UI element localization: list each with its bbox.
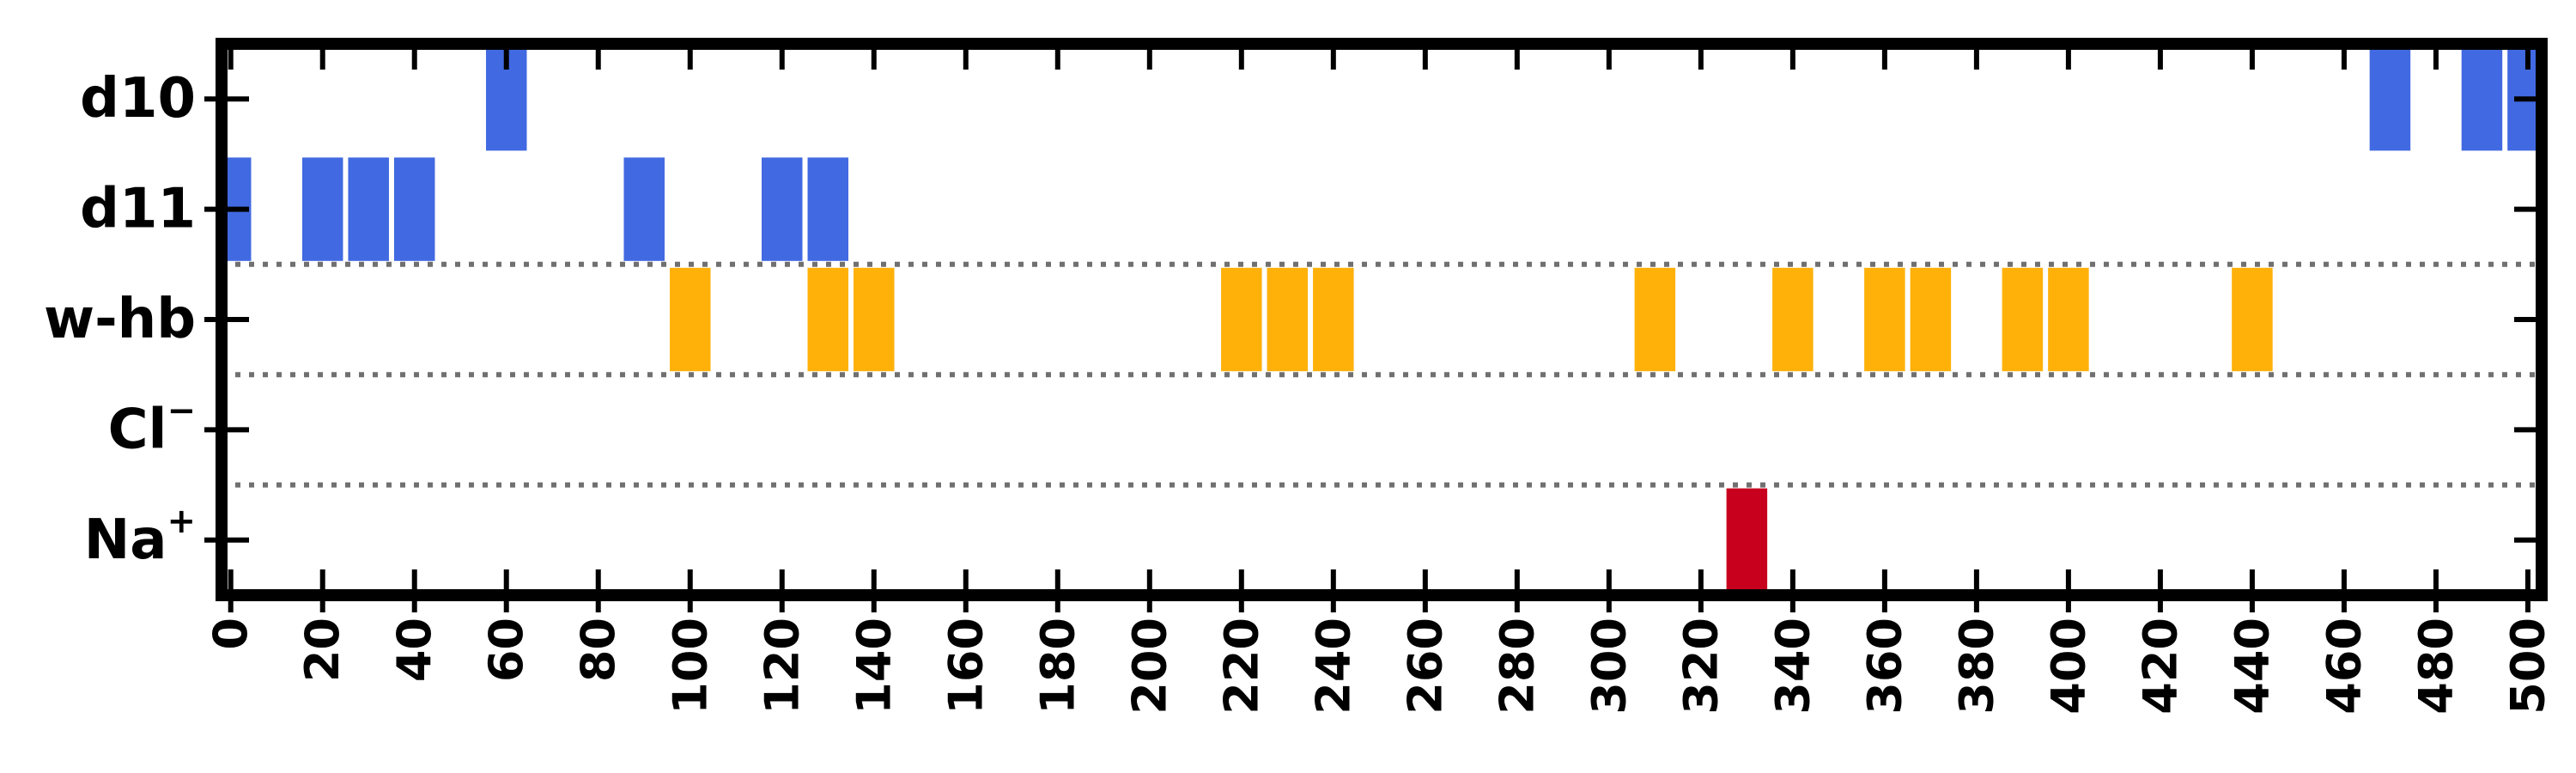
- x-tick-label: 0: [204, 618, 258, 650]
- x-tick-label: 500: [2500, 618, 2555, 715]
- plot-frame: [216, 38, 2548, 601]
- x-tick-label: 380: [1949, 618, 2003, 715]
- event-bar-d11: [807, 157, 849, 261]
- x-tick-label: 220: [1214, 618, 1268, 715]
- event-bar-w-hb: [669, 267, 711, 372]
- event-bar-w-hb: [854, 267, 895, 372]
- y-tick-label-w-hb: w-hb: [44, 288, 196, 351]
- event-bar-w-hb: [807, 267, 849, 372]
- x-tick-label: 360: [1857, 618, 1911, 715]
- x-tick-label: 200: [1122, 618, 1176, 715]
- event-bar-d11: [348, 157, 389, 261]
- event-bars: [222, 47, 2542, 592]
- x-tick-label: 480: [2409, 618, 2463, 715]
- event-bar-w-hb: [2232, 267, 2273, 372]
- x-tick-label: 280: [1490, 618, 1544, 715]
- event-bar-w-hb: [1313, 267, 1354, 372]
- event-bar-w-hb: [2002, 267, 2044, 372]
- group-separators: [222, 261, 2542, 488]
- x-tick-label: 100: [663, 618, 717, 715]
- event-bar-w-hb: [1267, 267, 1309, 372]
- x-tick-label: 400: [2041, 618, 2095, 715]
- event-bar-d10: [2369, 47, 2411, 151]
- y-tick-label-d10: d10: [80, 67, 196, 131]
- x-axis-ticks: 0 20 40 60 80 100 120 140 160 180 200 220 240 260 280 3…: [204, 44, 2555, 715]
- x-tick-label: 320: [1674, 618, 1728, 715]
- x-tick-label: 460: [2317, 618, 2371, 715]
- x-tick-label: 140: [847, 618, 901, 715]
- event-bar-w-hb: [1910, 267, 1952, 372]
- event-bar-d11: [762, 157, 803, 261]
- event-bar-w-hb: [1772, 267, 1814, 372]
- x-tick-label: 120: [755, 618, 809, 715]
- x-tick-label: 240: [1306, 618, 1360, 715]
- x-tick-label: 20: [295, 618, 349, 682]
- event-bar-na: [1726, 488, 1768, 592]
- x-tick-label: 40: [387, 618, 441, 682]
- event-bar-w-hb: [1221, 267, 1262, 372]
- event-bar-d11: [301, 157, 343, 261]
- event-bar-d11: [623, 157, 665, 261]
- event-bar-d11: [393, 157, 435, 261]
- event-bar-w-hb: [1634, 267, 1676, 372]
- x-tick-label: 440: [2225, 618, 2279, 715]
- y-tick-label-d11: d11: [80, 178, 196, 241]
- y-axis-ticks: d10 d11 w-hb Cl− Na+: [44, 67, 2542, 572]
- y-tick-label-cl: Cl−: [108, 391, 196, 461]
- x-tick-label: 180: [1030, 618, 1084, 715]
- event-bar-d10: [2461, 47, 2503, 151]
- x-tick-label: 160: [939, 618, 993, 715]
- y-tick-label-charge: −: [167, 391, 196, 430]
- x-tick-label: 80: [571, 618, 625, 682]
- y-tick-label-charge: +: [167, 502, 196, 541]
- x-tick-label: 300: [1582, 618, 1636, 715]
- x-tick-label: 340: [1765, 618, 1820, 715]
- x-tick-label: 60: [479, 618, 533, 682]
- event-bar-w-hb: [2048, 267, 2089, 372]
- y-tick-label-na: Na+: [84, 502, 196, 572]
- event-bar-w-hb: [1864, 267, 1905, 372]
- x-tick-label: 260: [1398, 618, 1452, 715]
- x-tick-label: 420: [2133, 618, 2187, 715]
